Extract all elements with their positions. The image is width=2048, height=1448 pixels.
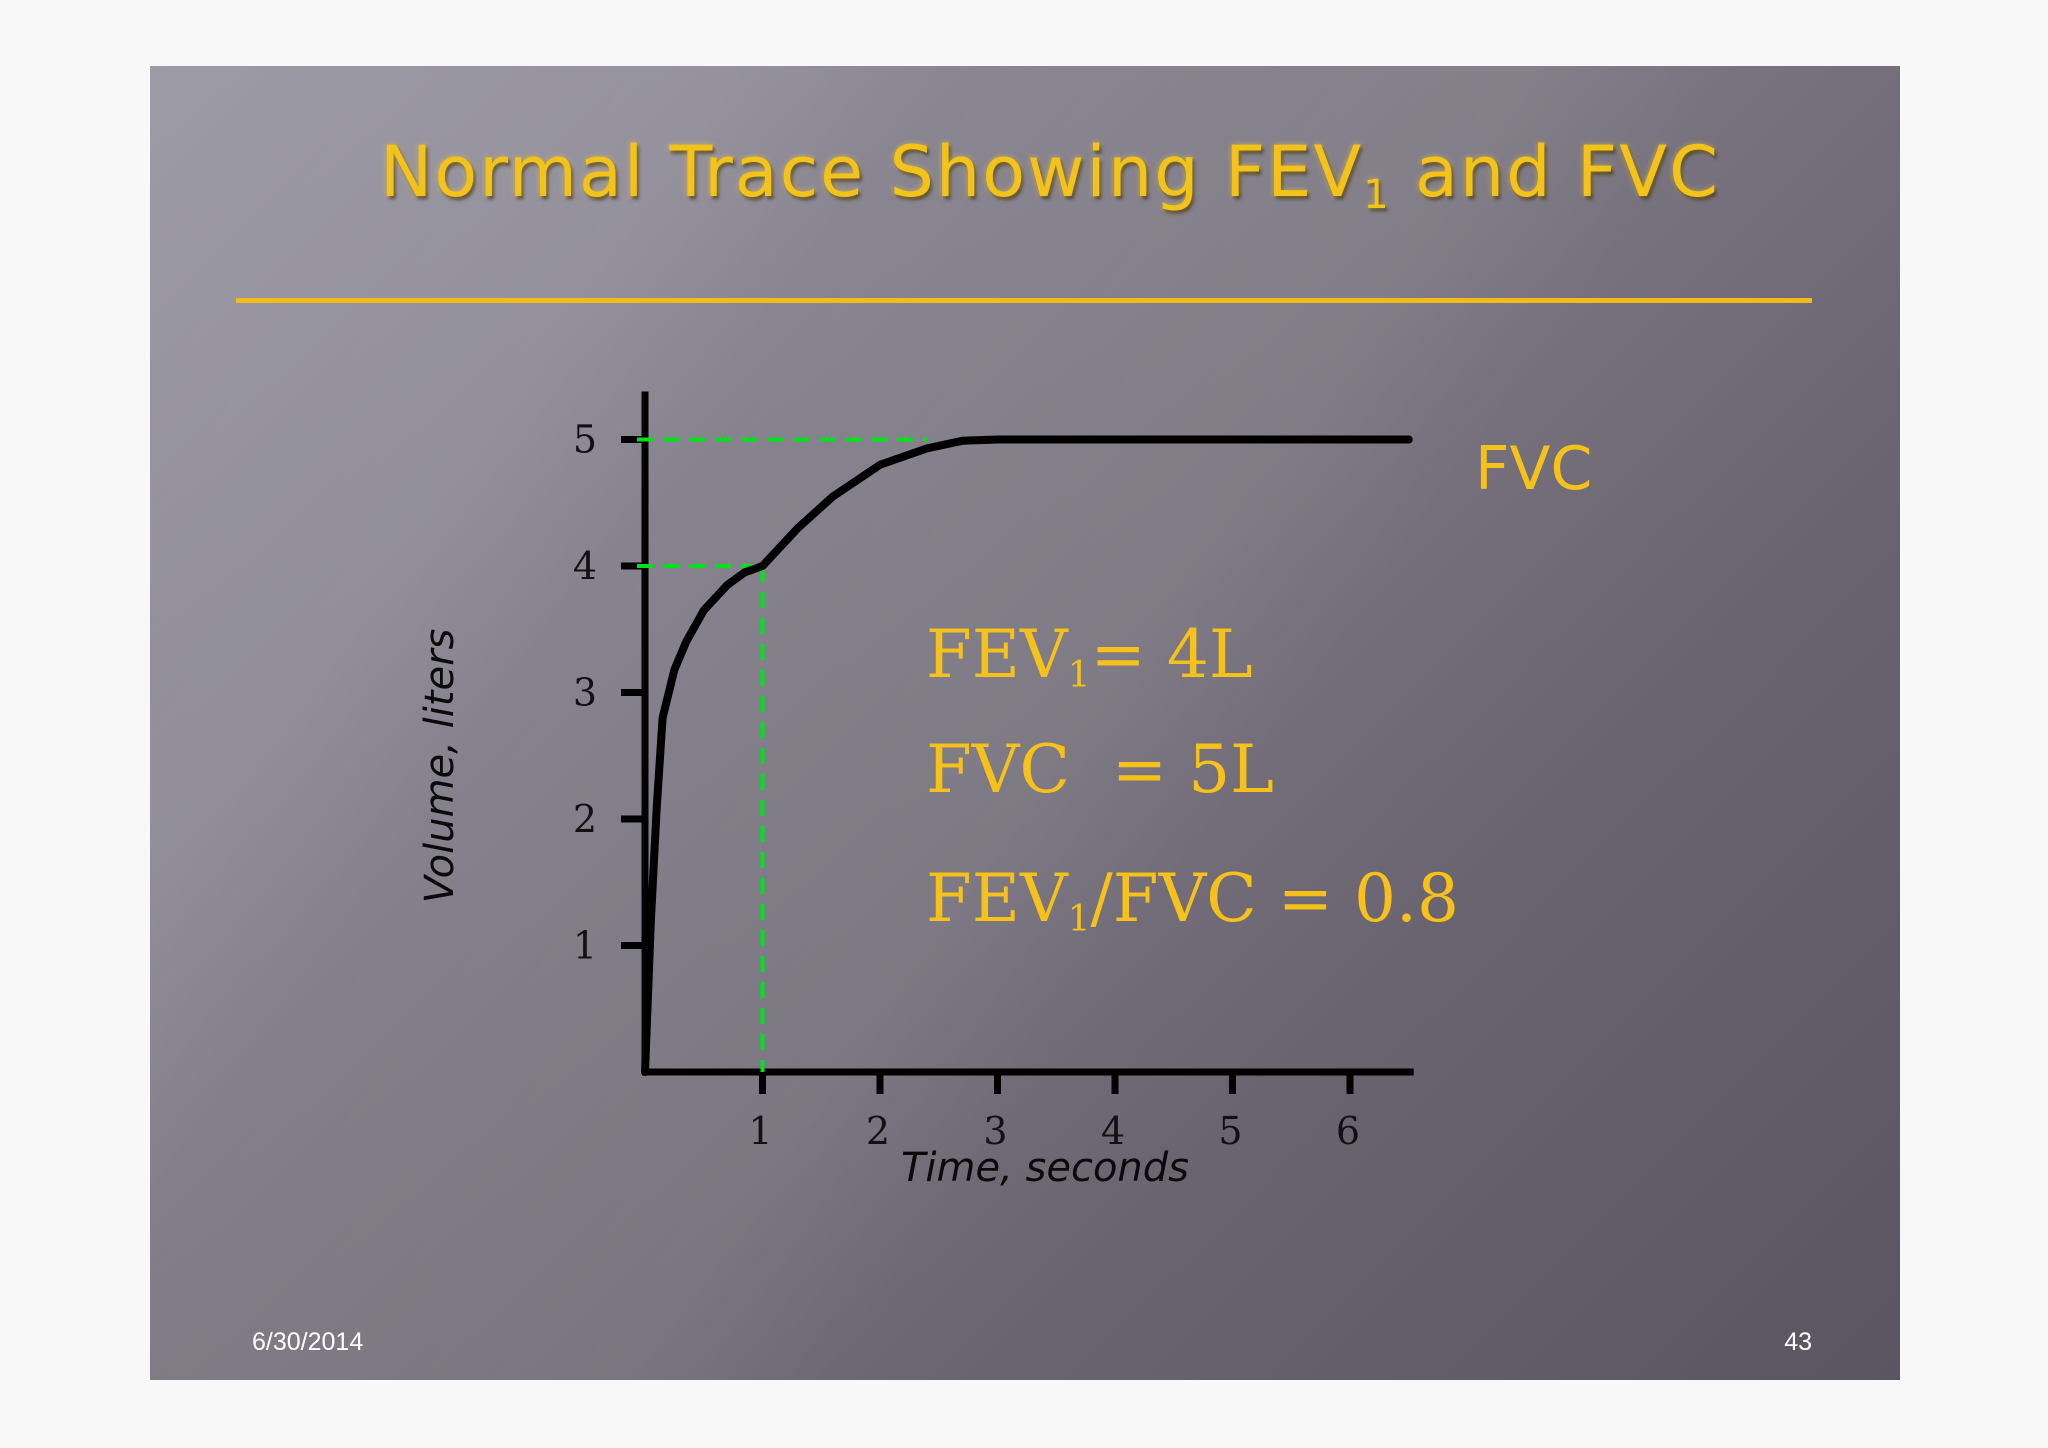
ratio-equation: FEV1/FVC = 0.8 <box>926 860 1459 940</box>
y-tick-label: 5 <box>573 418 597 462</box>
slide-title: Normal Trace Showing FEV1 and FVC <box>350 126 1750 241</box>
x-tick-label: 2 <box>866 1109 890 1153</box>
y-tick-label: 2 <box>573 797 597 841</box>
slide-date: 6/30/2014 <box>252 1328 364 1356</box>
fev1-prefix: FEV <box>926 616 1068 693</box>
x-tick-label: 3 <box>983 1109 1007 1153</box>
fvc-equation: FVC = 5L <box>926 731 1275 808</box>
title-subscript: 1 <box>1363 172 1391 218</box>
ratio-prefix: FEV <box>926 860 1068 937</box>
y-tick-label: 1 <box>573 924 597 968</box>
fev1-value: = 4L <box>1090 616 1253 693</box>
x-tick-label: 1 <box>748 1109 772 1153</box>
fvc-curve-label: FVC <box>1475 434 1593 504</box>
title-tail: and FVC <box>1390 131 1720 213</box>
y-axis-title: Volume, liters <box>417 629 463 904</box>
x-tick-label: 6 <box>1336 1109 1360 1153</box>
title-rule <box>236 298 1812 303</box>
fev1-subscript: 1 <box>1067 655 1091 696</box>
title-main: Normal Trace Showing FEV <box>380 131 1364 213</box>
ratio-subscript: 1 <box>1067 899 1091 940</box>
fev1-equation: FEV1= 4L <box>926 616 1253 696</box>
x-axis-title: Time, seconds <box>901 1145 1189 1191</box>
ratio-value: /FVC = 0.8 <box>1090 860 1459 937</box>
slide-page-number: 43 <box>1784 1328 1812 1356</box>
x-tick-label: 4 <box>1101 1109 1125 1153</box>
y-tick-label: 4 <box>573 544 597 588</box>
y-tick-label: 3 <box>573 671 597 715</box>
volume-time-chart: 1 2 3 4 5 1 2 3 4 5 6 Time, seconds Volume, liters <box>417 391 1414 1191</box>
x-tick-label: 5 <box>1218 1109 1242 1153</box>
volume-curve-1 <box>641 435 1413 1076</box>
